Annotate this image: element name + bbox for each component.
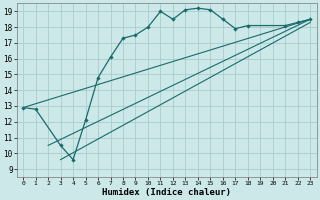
- X-axis label: Humidex (Indice chaleur): Humidex (Indice chaleur): [102, 188, 231, 197]
